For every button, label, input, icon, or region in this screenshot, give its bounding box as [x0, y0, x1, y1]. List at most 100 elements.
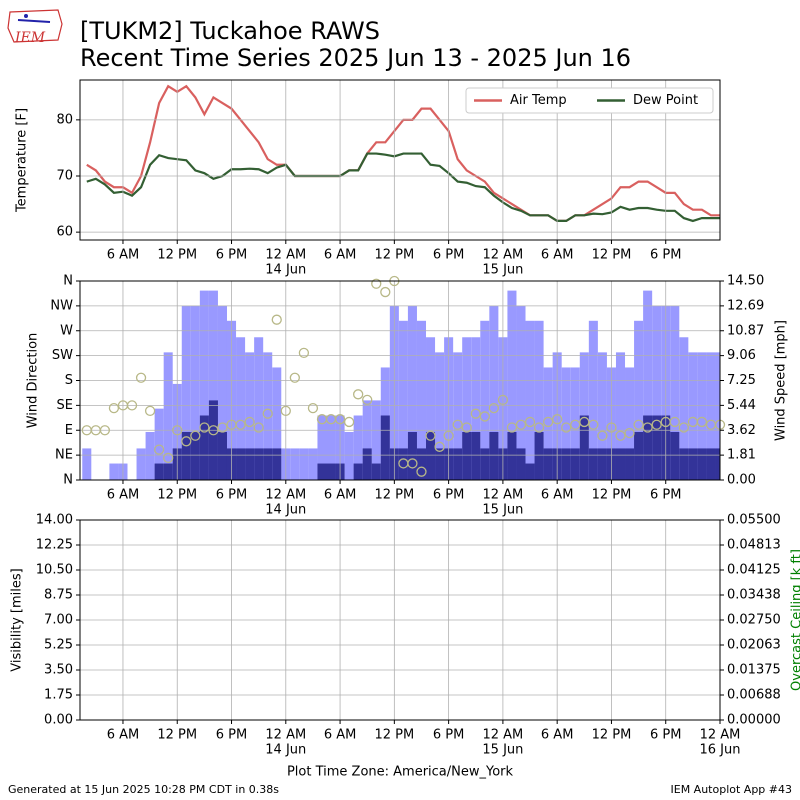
x-tick-label: 12 PM: [592, 248, 632, 263]
bar: [136, 448, 146, 480]
y-tick-label: SW: [52, 348, 73, 363]
plot-frame: [79, 519, 721, 721]
x-tick-date: 15 Jun: [482, 743, 523, 758]
scatter-point: [144, 405, 156, 417]
x-tick-label: 6 AM: [107, 248, 140, 263]
scatter-point: [651, 419, 662, 430]
x-tick-label: 12 PM: [374, 488, 414, 503]
bar: [353, 463, 363, 480]
scatter-point: [506, 422, 518, 433]
bar: [163, 463, 173, 480]
y2-tick-label: 0.00688: [727, 688, 781, 703]
x-tick-date: 16 Jun: [700, 743, 741, 758]
bar: [453, 352, 463, 480]
y2-tick-label: 0.03438: [727, 588, 781, 603]
logo-dot: [24, 14, 28, 18]
plot-frame: [79, 79, 721, 241]
bar: [652, 415, 662, 480]
scatter-point: [298, 347, 310, 359]
footer-left: Generated at 15 Jun 2025 10:28 PM CDT in…: [8, 783, 279, 796]
y-tick-label: 5.25: [44, 638, 73, 653]
scatter-point: [669, 416, 680, 428]
scatter-point: [524, 416, 536, 428]
y-tick-label: S: [65, 373, 73, 388]
x-tick-label: 12 PM: [157, 488, 197, 503]
bar: [525, 463, 535, 480]
bar: [435, 448, 445, 480]
bar: [272, 448, 282, 480]
bar: [163, 352, 173, 480]
y-tick-label: 70: [56, 169, 73, 184]
bar: [462, 337, 472, 480]
scatter-point: [678, 422, 689, 433]
scatter-point: [126, 400, 138, 411]
title-line: [TUKM2] Tuckahoe RAWS: [80, 17, 380, 45]
x-tick-label: 12 PM: [592, 728, 632, 743]
bar: [317, 415, 327, 480]
scatter-point: [135, 372, 147, 383]
bar: [199, 415, 209, 480]
x-tick-label: 6 AM: [107, 728, 140, 743]
bar: [407, 431, 417, 480]
bar: [715, 448, 720, 480]
scatter-point: [163, 452, 174, 464]
y2-tick-label: 5.44: [727, 398, 756, 413]
data-line: [86, 152, 720, 223]
y2-tick-label: 9.06: [727, 348, 756, 363]
scatter-point: [380, 286, 391, 298]
title-line: Recent Time Series 2025 Jun 13 - 2025 Ju…: [80, 44, 631, 72]
legend-box: [465, 87, 714, 114]
bar: [543, 448, 553, 480]
x-tick-label: 6 AM: [324, 248, 357, 263]
bar: [489, 431, 499, 480]
bar: [326, 463, 336, 480]
bar: [534, 431, 544, 480]
x-tick-label: 12 PM: [157, 248, 197, 263]
bar: [181, 305, 191, 480]
scatter-point: [244, 416, 255, 428]
x-tick-label: 6 AM: [541, 728, 574, 743]
bar: [317, 463, 327, 480]
scatter-point: [280, 405, 291, 417]
x-tick-label: 6 PM: [650, 248, 681, 263]
y-tick-label: 8.75: [44, 588, 73, 603]
bar: [697, 448, 707, 480]
bar: [380, 415, 390, 480]
bar: [634, 320, 644, 480]
scatter-point: [334, 414, 346, 425]
bar: [679, 448, 689, 480]
bar: [263, 448, 273, 480]
bar: [435, 352, 445, 480]
bar: [480, 320, 490, 480]
y2-tick-label: 0.00000: [727, 713, 781, 728]
scatter-point: [271, 314, 282, 325]
bar: [190, 431, 200, 480]
x-tick-label: 6 PM: [433, 728, 464, 743]
scatter-point: [172, 425, 183, 436]
scatter-point: [343, 416, 355, 428]
bar: [245, 448, 255, 480]
scatter-point: [190, 430, 201, 441]
bar: [362, 448, 372, 480]
scatter-point: [597, 430, 608, 441]
bar: [245, 352, 255, 480]
bar: [516, 448, 526, 480]
bar: [643, 290, 653, 480]
bar: [670, 431, 680, 480]
y-tick-label: W: [60, 323, 73, 338]
bar: [181, 431, 191, 480]
scatter-point: [488, 402, 500, 414]
y-tick-label: SE: [57, 398, 73, 413]
x-tick-label: 6 PM: [650, 728, 681, 743]
x-tick-label: 6 PM: [216, 248, 247, 263]
y2-tick-label: 14.50: [727, 274, 764, 289]
scatter-point: [606, 422, 617, 433]
bar: [688, 352, 698, 480]
y2-tick-label: 0.05500: [727, 513, 781, 528]
y2-axis-label: Wind Speed [mph]: [774, 320, 789, 441]
bar: [82, 448, 92, 480]
scatter-point: [262, 408, 273, 419]
